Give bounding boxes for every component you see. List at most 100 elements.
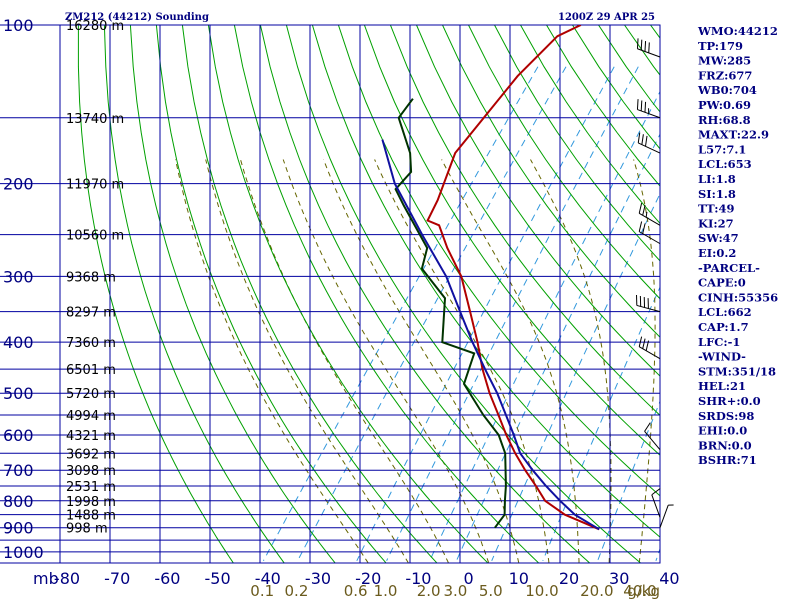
mixing-ratio-label: 1.0 xyxy=(374,582,398,600)
temperature-tick-label: -50 xyxy=(205,569,231,588)
dry-adiabat xyxy=(494,25,660,262)
index-item: TP:179 xyxy=(698,39,743,53)
moist-adiabat xyxy=(240,159,449,563)
index-item: LFC:-1 xyxy=(698,335,740,349)
mixing-ratio-line xyxy=(455,133,660,562)
pressure-tick-label: 500 xyxy=(3,384,34,403)
wind-barb xyxy=(637,132,661,154)
barb-flag xyxy=(642,205,646,216)
index-item: HEL:21 xyxy=(698,379,746,393)
height-label: 998 m xyxy=(66,522,108,537)
temperature-tick-label: 30 xyxy=(609,569,629,588)
index-item: WB0:704 xyxy=(697,83,757,97)
index-item: SHR+:0.0 xyxy=(698,394,761,408)
index-item: SI:1.8 xyxy=(698,187,736,201)
temperature-tick-label: -20 xyxy=(355,569,381,588)
mixing-ratio-line xyxy=(491,192,660,561)
dry-adiabats xyxy=(77,25,800,565)
height-label: 2531 m xyxy=(66,480,116,495)
height-label: 5720 m xyxy=(66,387,116,402)
pressure-tick-label: 600 xyxy=(3,426,34,445)
height-label: 16280 m xyxy=(66,19,124,34)
barb-flag xyxy=(638,203,643,214)
pressure-tick-label: 800 xyxy=(3,492,34,511)
dry-adiabat xyxy=(155,25,387,563)
height-label: 1488 m xyxy=(66,509,116,524)
moist-adiabat xyxy=(374,159,550,563)
temperature-tick-label: 0 xyxy=(464,569,474,588)
wind-barbs xyxy=(636,38,674,528)
dry-adiabat xyxy=(781,25,800,565)
dry-adiabat xyxy=(285,25,642,563)
barb-flag xyxy=(638,221,643,232)
mixing-ratio-unit: g/kg xyxy=(627,582,660,600)
temperature-tick-label: -60 xyxy=(154,569,180,588)
index-item: WMO:44212 xyxy=(697,24,778,38)
index-item: -WIND- xyxy=(698,350,746,364)
moist-adiabat xyxy=(205,159,409,563)
barb-flag xyxy=(651,488,661,496)
mixing-ratio-label: 2.0 xyxy=(417,582,441,600)
index-item: BSHR:71 xyxy=(698,453,757,467)
pressure-tick-label: 900 xyxy=(3,519,34,538)
moist-adiabat xyxy=(282,159,490,563)
barb-staff xyxy=(659,505,669,528)
mixing-ratio-line xyxy=(542,286,660,561)
index-item: EI:0.2 xyxy=(698,246,736,260)
mixing-ratio-label: 3.0 xyxy=(443,582,467,600)
dewpoint-line xyxy=(394,98,507,529)
x-unit-label: mb xyxy=(33,569,59,588)
height-label: 3098 m xyxy=(66,464,116,479)
plot-border xyxy=(59,24,661,564)
dry-adiabat xyxy=(363,25,660,456)
barb-flag xyxy=(648,42,650,53)
index-item: MW:285 xyxy=(698,54,751,68)
mixing-ratio-line xyxy=(262,66,539,562)
temperature-line xyxy=(426,25,600,531)
height-label: 4994 m xyxy=(66,409,116,424)
sounding-traces xyxy=(381,25,600,531)
index-item: KI:27 xyxy=(698,216,734,230)
mixing-ratio-label: 40.0 xyxy=(623,582,656,600)
pressure-tick-label: 400 xyxy=(3,333,34,352)
dry-adiabat xyxy=(337,25,660,497)
index-item: SRDS:98 xyxy=(698,409,754,423)
index-item: LI:1.8 xyxy=(698,172,736,186)
barb-staff xyxy=(644,431,661,451)
sounding-time: 1200Z 29 APR 25 xyxy=(558,12,655,23)
dry-adiabat xyxy=(181,25,438,563)
index-item: MAXT:22.9 xyxy=(698,128,769,142)
mixing-ratio-label: 0.6 xyxy=(344,582,368,600)
mixing-ratio-label: 10.0 xyxy=(525,582,558,600)
barb-flag xyxy=(636,99,639,110)
barb-flag xyxy=(642,223,646,234)
dry-adiabat xyxy=(389,25,660,416)
barb-half-flag xyxy=(645,211,648,218)
wind-barb xyxy=(659,504,674,528)
barb-flag xyxy=(645,135,648,147)
barb-flag xyxy=(640,100,643,111)
temperature-tick-label: -80 xyxy=(54,569,80,588)
temperature-tick-label: 10 xyxy=(509,569,529,588)
grid xyxy=(0,24,661,564)
station-title: ZM212 (44212) Sounding xyxy=(65,12,209,23)
barb-flag xyxy=(642,338,646,349)
mixing-ratio-line xyxy=(429,90,660,562)
height-label: 9368 m xyxy=(66,270,116,285)
height-label: 7360 m xyxy=(66,336,116,351)
height-label: 10560 m xyxy=(66,229,124,244)
height-label: 8297 m xyxy=(66,306,116,321)
pressure-tick-label: 100 xyxy=(3,16,34,35)
temperature-tick-label: -30 xyxy=(305,569,331,588)
wind-barb xyxy=(636,294,661,313)
barb-flag xyxy=(641,134,644,145)
index-item: FRZ:677 xyxy=(698,68,752,82)
mixing-ratio-label: 20.0 xyxy=(580,582,613,600)
moist-adiabat xyxy=(323,159,520,563)
pressure-tick-label: 200 xyxy=(3,175,34,194)
index-item: LCL:662 xyxy=(698,305,752,319)
height-label: 6501 m xyxy=(66,363,116,378)
barb-flag xyxy=(644,422,651,432)
index-item: CINH:55356 xyxy=(698,290,778,304)
